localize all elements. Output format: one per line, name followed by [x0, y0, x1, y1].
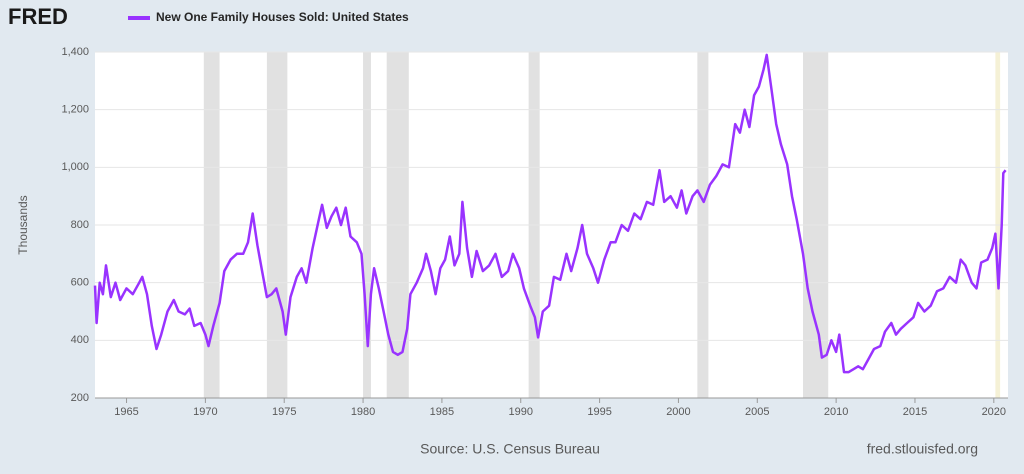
x-tick-label: 1985: [430, 406, 454, 418]
x-tick-label: 2020: [982, 406, 1006, 418]
y-tick-label: 200: [71, 392, 89, 404]
y-tick-label: 1,200: [61, 104, 89, 116]
x-tick-label: 1975: [272, 406, 296, 418]
y-axis-label: Thousands: [16, 195, 30, 254]
x-tick-label: 1965: [114, 406, 138, 418]
x-tick-label: 2005: [745, 406, 769, 418]
y-tick-label: 600: [71, 277, 89, 289]
site: fred.stlouisfed.org: [867, 441, 978, 457]
series-line: [93, 53, 1007, 374]
y-tick-label: 1,400: [61, 46, 89, 58]
x-tick-label: 1995: [587, 406, 611, 418]
y-tick-label: 800: [71, 219, 89, 231]
y-tick-label: 400: [71, 334, 89, 346]
logo[interactable]: FRED: [8, 4, 68, 29]
x-tick-label: 2000: [666, 406, 690, 418]
source: Source: U.S. Census Bureau: [420, 441, 600, 457]
x-tick-label: 2010: [824, 406, 848, 418]
x-tick-label: 1970: [193, 406, 217, 418]
x-tick-label: 2015: [903, 406, 927, 418]
x-tick-label: 1990: [509, 406, 533, 418]
x-tick-label: 1980: [351, 406, 375, 418]
y-tick-label: 1,000: [61, 161, 89, 173]
legend-label: New One Family Houses Sold: United State…: [156, 10, 409, 24]
